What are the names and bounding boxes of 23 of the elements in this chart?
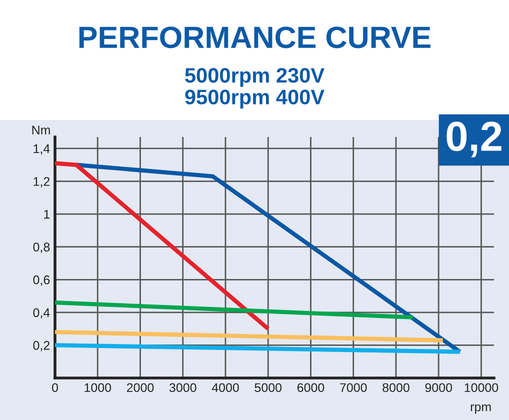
x-tick-label: 3000 — [169, 383, 196, 392]
y-tick-label: 0,6 — [33, 275, 50, 286]
chart-title: PERFORMANCE CURVE — [79, 26, 430, 48]
x-tick-label: 1000 — [84, 383, 112, 392]
x-axis-title: rpm — [470, 404, 491, 414]
y-tick-label: 0,2 — [33, 341, 50, 352]
x-tick-label: 10000 — [464, 383, 498, 392]
chart-subtitle: 5000rpm 230V 9500rpm 400V — [185, 68, 324, 109]
x-tick-label: 0 — [52, 383, 58, 392]
x-tick-label: 5000 — [254, 383, 282, 392]
y-tick-label: 1,2 — [34, 177, 50, 188]
y-tick-label: 1,4 — [34, 144, 50, 155]
y-axis-title: Nm — [32, 126, 50, 134]
x-tick-label: 8000 — [382, 383, 410, 392]
x-tick-label: 6000 — [297, 383, 324, 392]
y-tick-label: 0,4 — [33, 308, 50, 319]
x-tick-label: 4000 — [212, 383, 239, 392]
annotation: 0,2 — [446, 122, 502, 158]
x-tick-label: 9000 — [425, 383, 452, 392]
y-tick-label: 0,8 — [33, 242, 50, 253]
x-tick-label: 2000 — [126, 383, 154, 392]
y-tick-label: 1 — [44, 210, 50, 219]
x-tick-label: 7000 — [340, 383, 367, 392]
